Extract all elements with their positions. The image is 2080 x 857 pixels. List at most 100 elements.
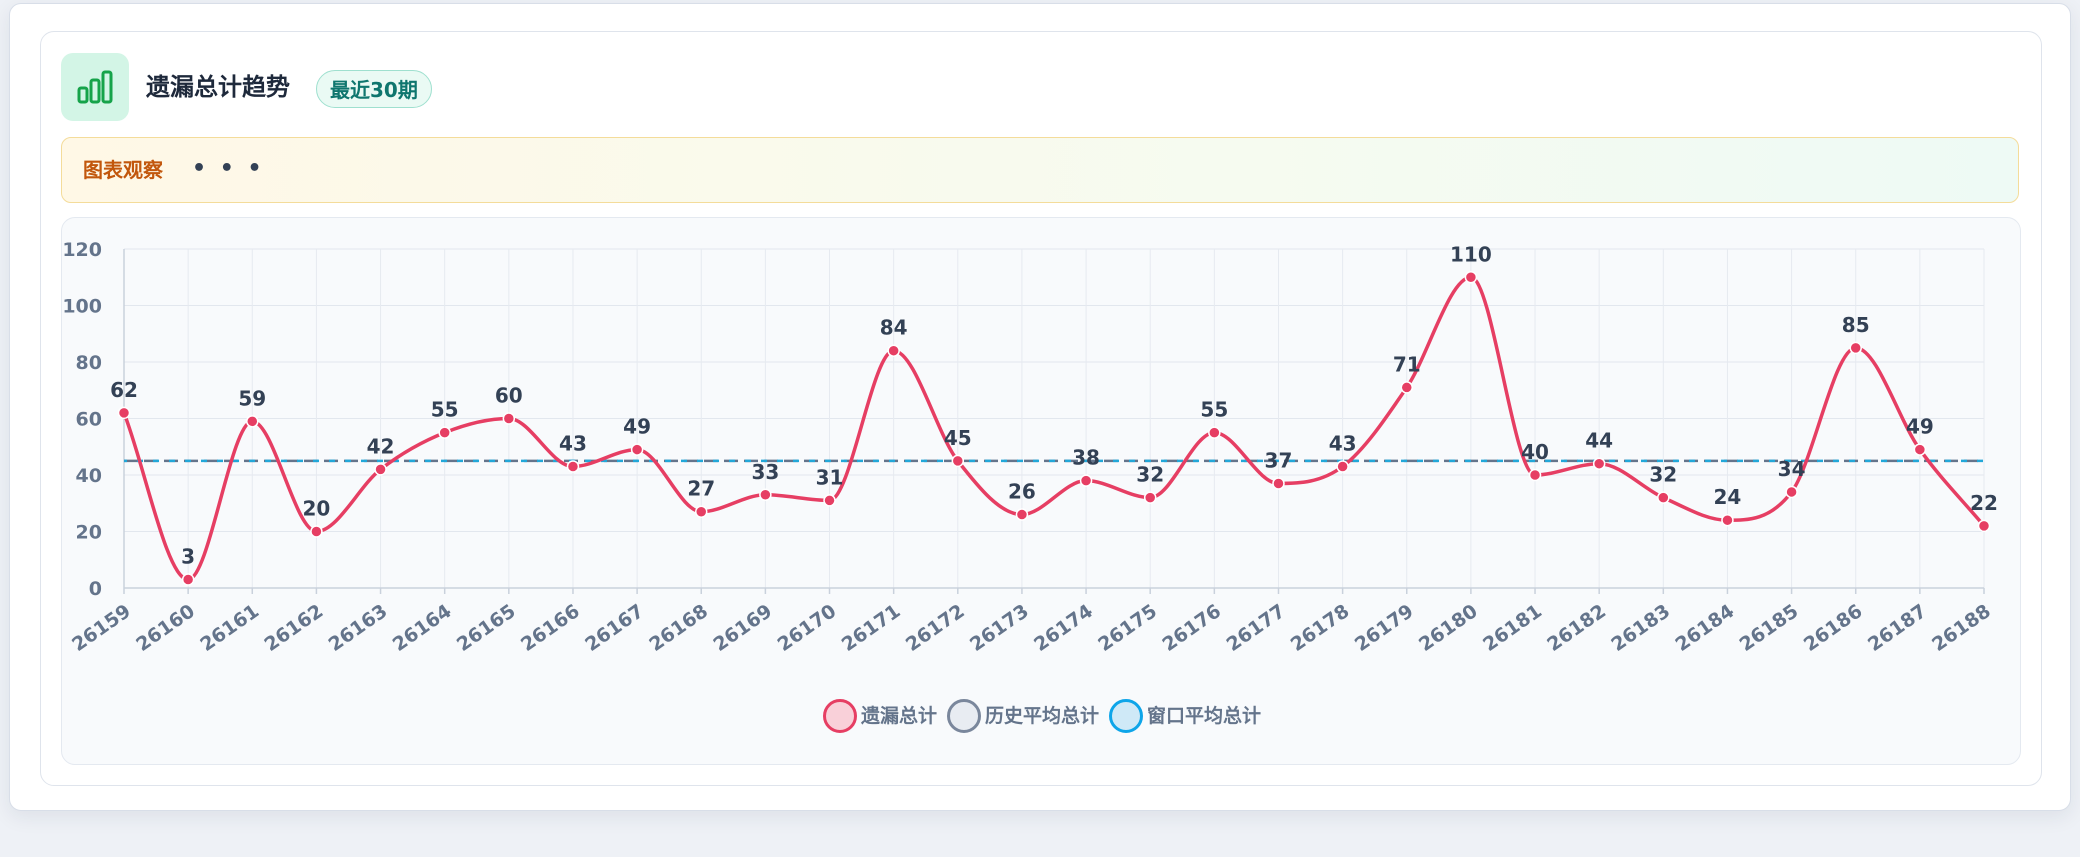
x-tick-label: 26161 xyxy=(196,600,263,656)
data-label: 84 xyxy=(880,316,908,340)
data-label: 37 xyxy=(1265,448,1293,472)
data-point xyxy=(759,488,772,502)
data-label: 43 xyxy=(559,432,587,456)
data-label: 110 xyxy=(1450,242,1492,266)
x-tick-label: 26188 xyxy=(1928,600,1995,656)
x-tick-label: 26173 xyxy=(966,600,1033,656)
data-point xyxy=(374,463,387,476)
data-label: 34 xyxy=(1778,457,1806,481)
data-point xyxy=(1785,485,1798,499)
x-tick-label: 26165 xyxy=(453,600,520,656)
chart-legend: 遗漏总计 历史平均总计 窗口平均总计 xyxy=(62,696,2022,736)
data-point xyxy=(887,344,900,357)
y-tick-label: 60 xyxy=(76,409,102,431)
y-tick-label: 40 xyxy=(76,465,102,487)
data-label: 59 xyxy=(238,386,266,410)
data-label: 45 xyxy=(944,426,972,450)
line-chart: 0 20 40 60 80 100 120 2615926160261612616226163… xyxy=(62,239,1998,656)
data-point xyxy=(630,443,644,456)
data-label: 49 xyxy=(1906,415,1934,439)
data-label: 40 xyxy=(1521,440,1549,464)
chart-title: 遗漏总计趋势 xyxy=(146,73,290,101)
data-point xyxy=(1592,457,1606,470)
x-tick-label: 26163 xyxy=(325,600,392,656)
data-point xyxy=(1721,513,1734,527)
data-point xyxy=(694,505,708,518)
data-label: 26 xyxy=(1008,480,1036,504)
observation-text: • • • xyxy=(192,156,265,181)
page-container: 遗漏总计趋势 最近30期 图表观察 • • • 0 20 40 60 80 100 120 2… xyxy=(9,3,2071,811)
x-tick-label: 26178 xyxy=(1287,600,1354,656)
data-point xyxy=(438,426,451,439)
data-label: 27 xyxy=(687,477,715,501)
x-tick-label: 26186 xyxy=(1800,600,1867,656)
data-point xyxy=(1528,468,1542,482)
data-point xyxy=(502,412,516,425)
data-point xyxy=(1657,491,1670,504)
data-label: 32 xyxy=(1649,463,1677,487)
x-tick-label: 26179 xyxy=(1351,600,1418,656)
data-label: 20 xyxy=(302,497,330,521)
data-label: 3 xyxy=(181,545,195,569)
x-tick-label: 26180 xyxy=(1415,600,1482,656)
chart-card: 遗漏总计趋势 最近30期 图表观察 • • • 0 20 40 60 80 100 120 2… xyxy=(40,31,2042,786)
data-label: 60 xyxy=(495,384,523,408)
period-badge: 最近30期 xyxy=(316,70,432,108)
x-tick-label: 26183 xyxy=(1607,600,1674,656)
legend-swatch-icon xyxy=(822,699,857,733)
x-tick-label: 26177 xyxy=(1223,600,1290,656)
legend-label: 遗漏总计 xyxy=(860,705,937,727)
data-label: 43 xyxy=(1329,432,1357,456)
data-point xyxy=(1977,519,1991,533)
legend-label: 历史平均总计 xyxy=(984,705,1099,727)
data-label: 42 xyxy=(367,434,395,458)
data-point xyxy=(1400,381,1414,394)
x-tick-label: 26166 xyxy=(517,600,584,656)
legend-swatch-icon xyxy=(1109,699,1143,733)
x-tick-label: 26182 xyxy=(1543,600,1610,656)
x-tick-label: 26171 xyxy=(838,600,905,656)
data-label: 49 xyxy=(623,415,651,439)
legend-item-missing-total[interactable]: 遗漏总计 xyxy=(822,696,937,736)
x-tick-label: 26169 xyxy=(709,600,776,656)
x-tick-label: 26167 xyxy=(581,600,648,656)
observation-panel: 图表观察 • • • xyxy=(61,137,2019,203)
x-tick-label: 26170 xyxy=(774,600,841,656)
x-tick-label: 26162 xyxy=(261,600,328,656)
chart-panel: 0 20 40 60 80 100 120 26159 26160 26161 26162 26163… xyxy=(61,217,2021,765)
data-label: 62 xyxy=(110,378,138,402)
data-label: 31 xyxy=(816,465,844,489)
data-label: 71 xyxy=(1393,352,1421,376)
bar-chart-icon xyxy=(61,53,129,121)
data-point xyxy=(1079,474,1093,487)
data-point xyxy=(1015,508,1029,521)
x-tick-label: 26172 xyxy=(902,600,969,656)
legend-item-window-avg[interactable]: 窗口平均总计 xyxy=(1109,696,1261,736)
data-label: 55 xyxy=(1200,398,1228,422)
y-tick-label: 20 xyxy=(76,522,102,544)
x-tick-label: 26159 xyxy=(68,600,135,656)
y-tick-label: 120 xyxy=(62,239,102,261)
data-label: 22 xyxy=(1970,491,1998,515)
data-point xyxy=(246,415,259,428)
data-label: 33 xyxy=(751,460,779,484)
y-tick-label: 0 xyxy=(89,578,102,600)
data-point xyxy=(1208,426,1221,439)
data-point xyxy=(310,525,323,538)
y-tick-label: 80 xyxy=(76,352,102,374)
data-point xyxy=(1272,477,1285,490)
x-tick-label: 26164 xyxy=(389,600,456,656)
x-tick-label: 26168 xyxy=(645,600,712,656)
x-tick-label: 26187 xyxy=(1864,600,1931,656)
data-point xyxy=(117,406,131,420)
legend-swatch-icon xyxy=(946,699,981,733)
data-point xyxy=(1336,460,1349,473)
legend-label: 窗口平均总计 xyxy=(1147,705,1262,727)
data-point xyxy=(566,460,580,473)
x-tick-label: 26176 xyxy=(1158,600,1225,656)
legend-item-history-avg[interactable]: 历史平均总计 xyxy=(946,696,1099,736)
data-point xyxy=(181,573,195,586)
data-label: 85 xyxy=(1842,313,1870,337)
data-point xyxy=(951,454,965,468)
x-tick-label: 26185 xyxy=(1736,600,1803,656)
